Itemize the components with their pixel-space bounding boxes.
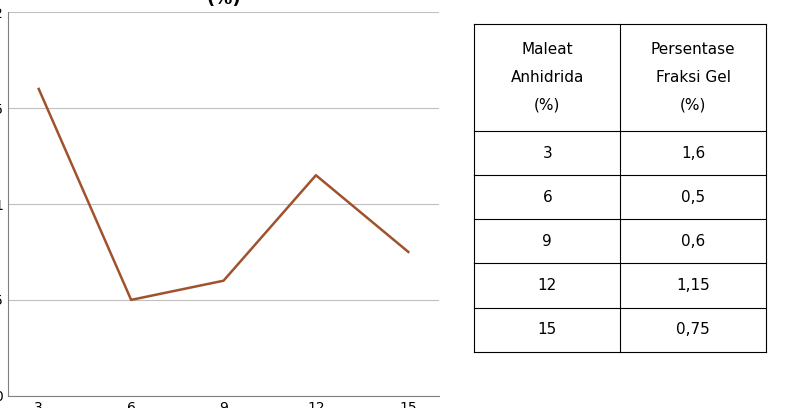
Text: 1,6: 1,6 (681, 146, 705, 161)
Text: (%): (%) (680, 98, 707, 113)
Text: 6: 6 (542, 190, 552, 205)
Text: 9: 9 (542, 234, 552, 249)
Text: 15: 15 (538, 322, 557, 337)
Text: 12: 12 (538, 278, 557, 293)
Title: Fraksi Gel (%) Vs Konsentrasi MA
(%): Fraksi Gel (%) Vs Konsentrasi MA (%) (56, 0, 391, 8)
Text: 0,75: 0,75 (676, 322, 710, 337)
Text: Anhidrida: Anhidrida (511, 70, 584, 85)
Text: Maleat: Maleat (522, 42, 573, 58)
Text: 0,6: 0,6 (681, 234, 705, 249)
Text: 3: 3 (542, 146, 552, 161)
Text: Fraksi Gel: Fraksi Gel (656, 70, 730, 85)
Text: Persentase: Persentase (651, 42, 735, 58)
Text: (%): (%) (534, 98, 561, 113)
Text: 1,15: 1,15 (676, 278, 710, 293)
Text: 0,5: 0,5 (681, 190, 705, 205)
